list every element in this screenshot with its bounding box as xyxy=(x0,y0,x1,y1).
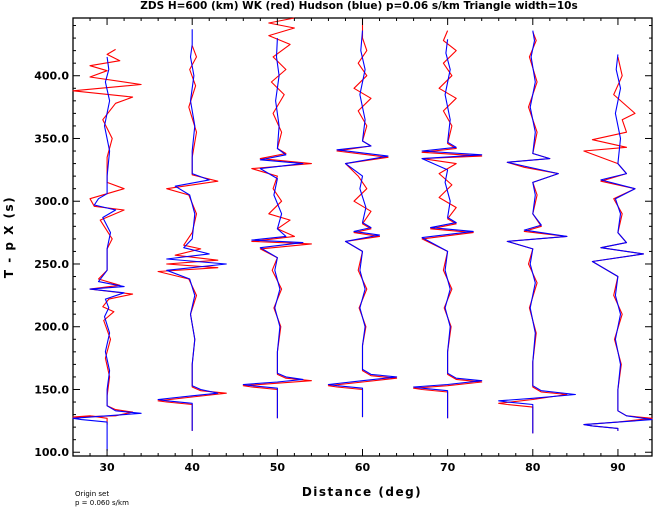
trace-group xyxy=(72,17,653,451)
y-axis: 100.0 150.0 200.0 250.0 300.0 350.0 400.0 xyxy=(34,25,652,459)
y-tick-label: 150.0 xyxy=(34,383,69,396)
hudson-trace-60deg xyxy=(327,30,398,418)
wk-trace-70deg xyxy=(413,30,483,419)
x-tick-label: 80 xyxy=(525,461,541,474)
y-tick-label: 400.0 xyxy=(34,70,69,83)
wk-trace-30deg xyxy=(72,48,142,425)
x-tick-label: 40 xyxy=(185,461,201,474)
hudson-trace-40deg xyxy=(157,29,227,431)
hudson-trace-50deg xyxy=(242,38,304,419)
x-tick-label: 50 xyxy=(270,461,286,474)
x-tick-label: 60 xyxy=(355,461,371,474)
x-tick-label: 70 xyxy=(440,461,456,474)
ray-parameter-note: p = 0.060 s/km xyxy=(75,499,129,507)
y-tick-label: 300.0 xyxy=(34,195,69,208)
y-tick-label: 250.0 xyxy=(34,258,69,271)
y-tick-label: 200.0 xyxy=(34,321,69,334)
wk-trace-80deg xyxy=(498,31,568,434)
hudson-trace-90deg xyxy=(583,54,653,431)
y-tick-label: 350.0 xyxy=(34,132,69,145)
chart-title: ZDS H=600 (km) WK (red) Hudson (blue) p=… xyxy=(140,0,577,12)
x-tick-label: 90 xyxy=(610,461,626,474)
hudson-trace-80deg xyxy=(498,30,576,434)
x-axis-label: Distance (deg) xyxy=(302,485,422,499)
hudson-trace-30deg xyxy=(72,56,142,451)
origin-note: Origin set xyxy=(75,490,109,498)
x-tick-label: 30 xyxy=(99,461,115,474)
wk-trace-40deg xyxy=(157,45,227,431)
x-axis: 30 40 50 60 70 80 90 xyxy=(72,18,653,474)
y-tick-label: 100.0 xyxy=(34,446,69,459)
y-axis-label: T - p X (s) xyxy=(2,196,16,278)
hudson-trace-70deg xyxy=(413,39,483,419)
wk-trace-60deg xyxy=(327,19,398,418)
